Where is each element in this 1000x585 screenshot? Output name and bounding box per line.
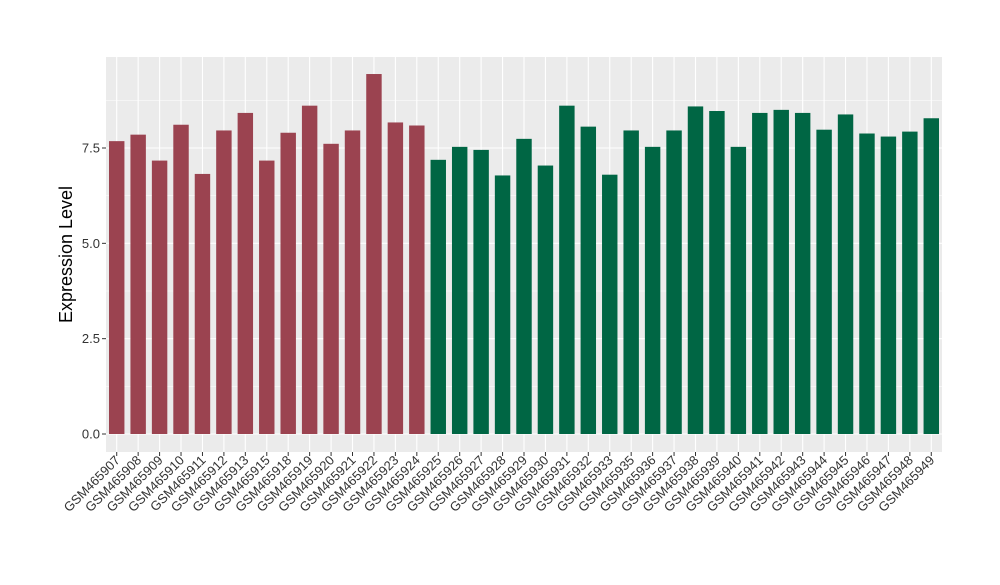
- bar-GSM465908: [130, 134, 146, 435]
- bar-GSM465924: [409, 125, 425, 434]
- bar-GSM465944: [816, 129, 832, 435]
- bar-GSM465941: [752, 112, 768, 435]
- bar-GSM465911: [194, 173, 211, 434]
- bar-GSM465943: [794, 112, 811, 435]
- bar-GSM465940: [730, 146, 747, 434]
- y-tick-label: 2.5: [82, 331, 100, 346]
- bar-GSM465946: [859, 133, 875, 434]
- x-axis: GSM465907GSM465908GSM465909GSM465910GSM4…: [61, 452, 937, 515]
- bar-GSM465928: [494, 175, 511, 434]
- bar-GSM465930: [537, 165, 554, 435]
- bar-GSM465949: [923, 118, 939, 435]
- bar-GSM465907: [109, 141, 125, 435]
- bar-GSM465945: [837, 114, 854, 435]
- bar-GSM465947: [880, 136, 897, 434]
- bar-GSM465913: [237, 112, 254, 435]
- bar-GSM465912: [216, 130, 232, 434]
- bar-GSM465948: [902, 131, 918, 434]
- y-tick-label: 0.0: [82, 427, 100, 442]
- bar-GSM465909: [151, 160, 168, 435]
- bar-GSM465927: [473, 149, 489, 434]
- bar-GSM465936: [644, 146, 661, 434]
- y-axis-title: Expression Level: [56, 186, 76, 323]
- bar-GSM465926: [451, 146, 468, 434]
- y-tick-label: 7.5: [82, 141, 100, 156]
- bar-GSM465923: [387, 122, 404, 434]
- y-axis: 0.0 2.5 5.0 7.5: [82, 141, 106, 442]
- bar-GSM465933: [602, 174, 618, 434]
- bar-GSM465932: [580, 126, 597, 435]
- bar-GSM465918: [280, 132, 296, 434]
- bar-GSM465931: [559, 105, 575, 434]
- bar-GSM465922: [366, 74, 382, 434]
- bar-GSM465937: [666, 130, 682, 434]
- bar-GSM465938: [687, 106, 704, 435]
- bar-GSM465910: [173, 124, 189, 434]
- bars: [109, 74, 939, 435]
- bar-GSM465929: [516, 138, 532, 434]
- bar-GSM465942: [773, 109, 789, 434]
- bar-GSM465920: [323, 143, 339, 434]
- bar-GSM465921: [344, 130, 361, 434]
- bar-GSM465925: [430, 159, 446, 434]
- y-tick-label: 5.0: [82, 236, 100, 251]
- bar-GSM465939: [709, 111, 725, 434]
- bar-GSM465935: [623, 130, 639, 434]
- bar-GSM465919: [301, 105, 318, 434]
- bar-GSM465915: [259, 160, 275, 435]
